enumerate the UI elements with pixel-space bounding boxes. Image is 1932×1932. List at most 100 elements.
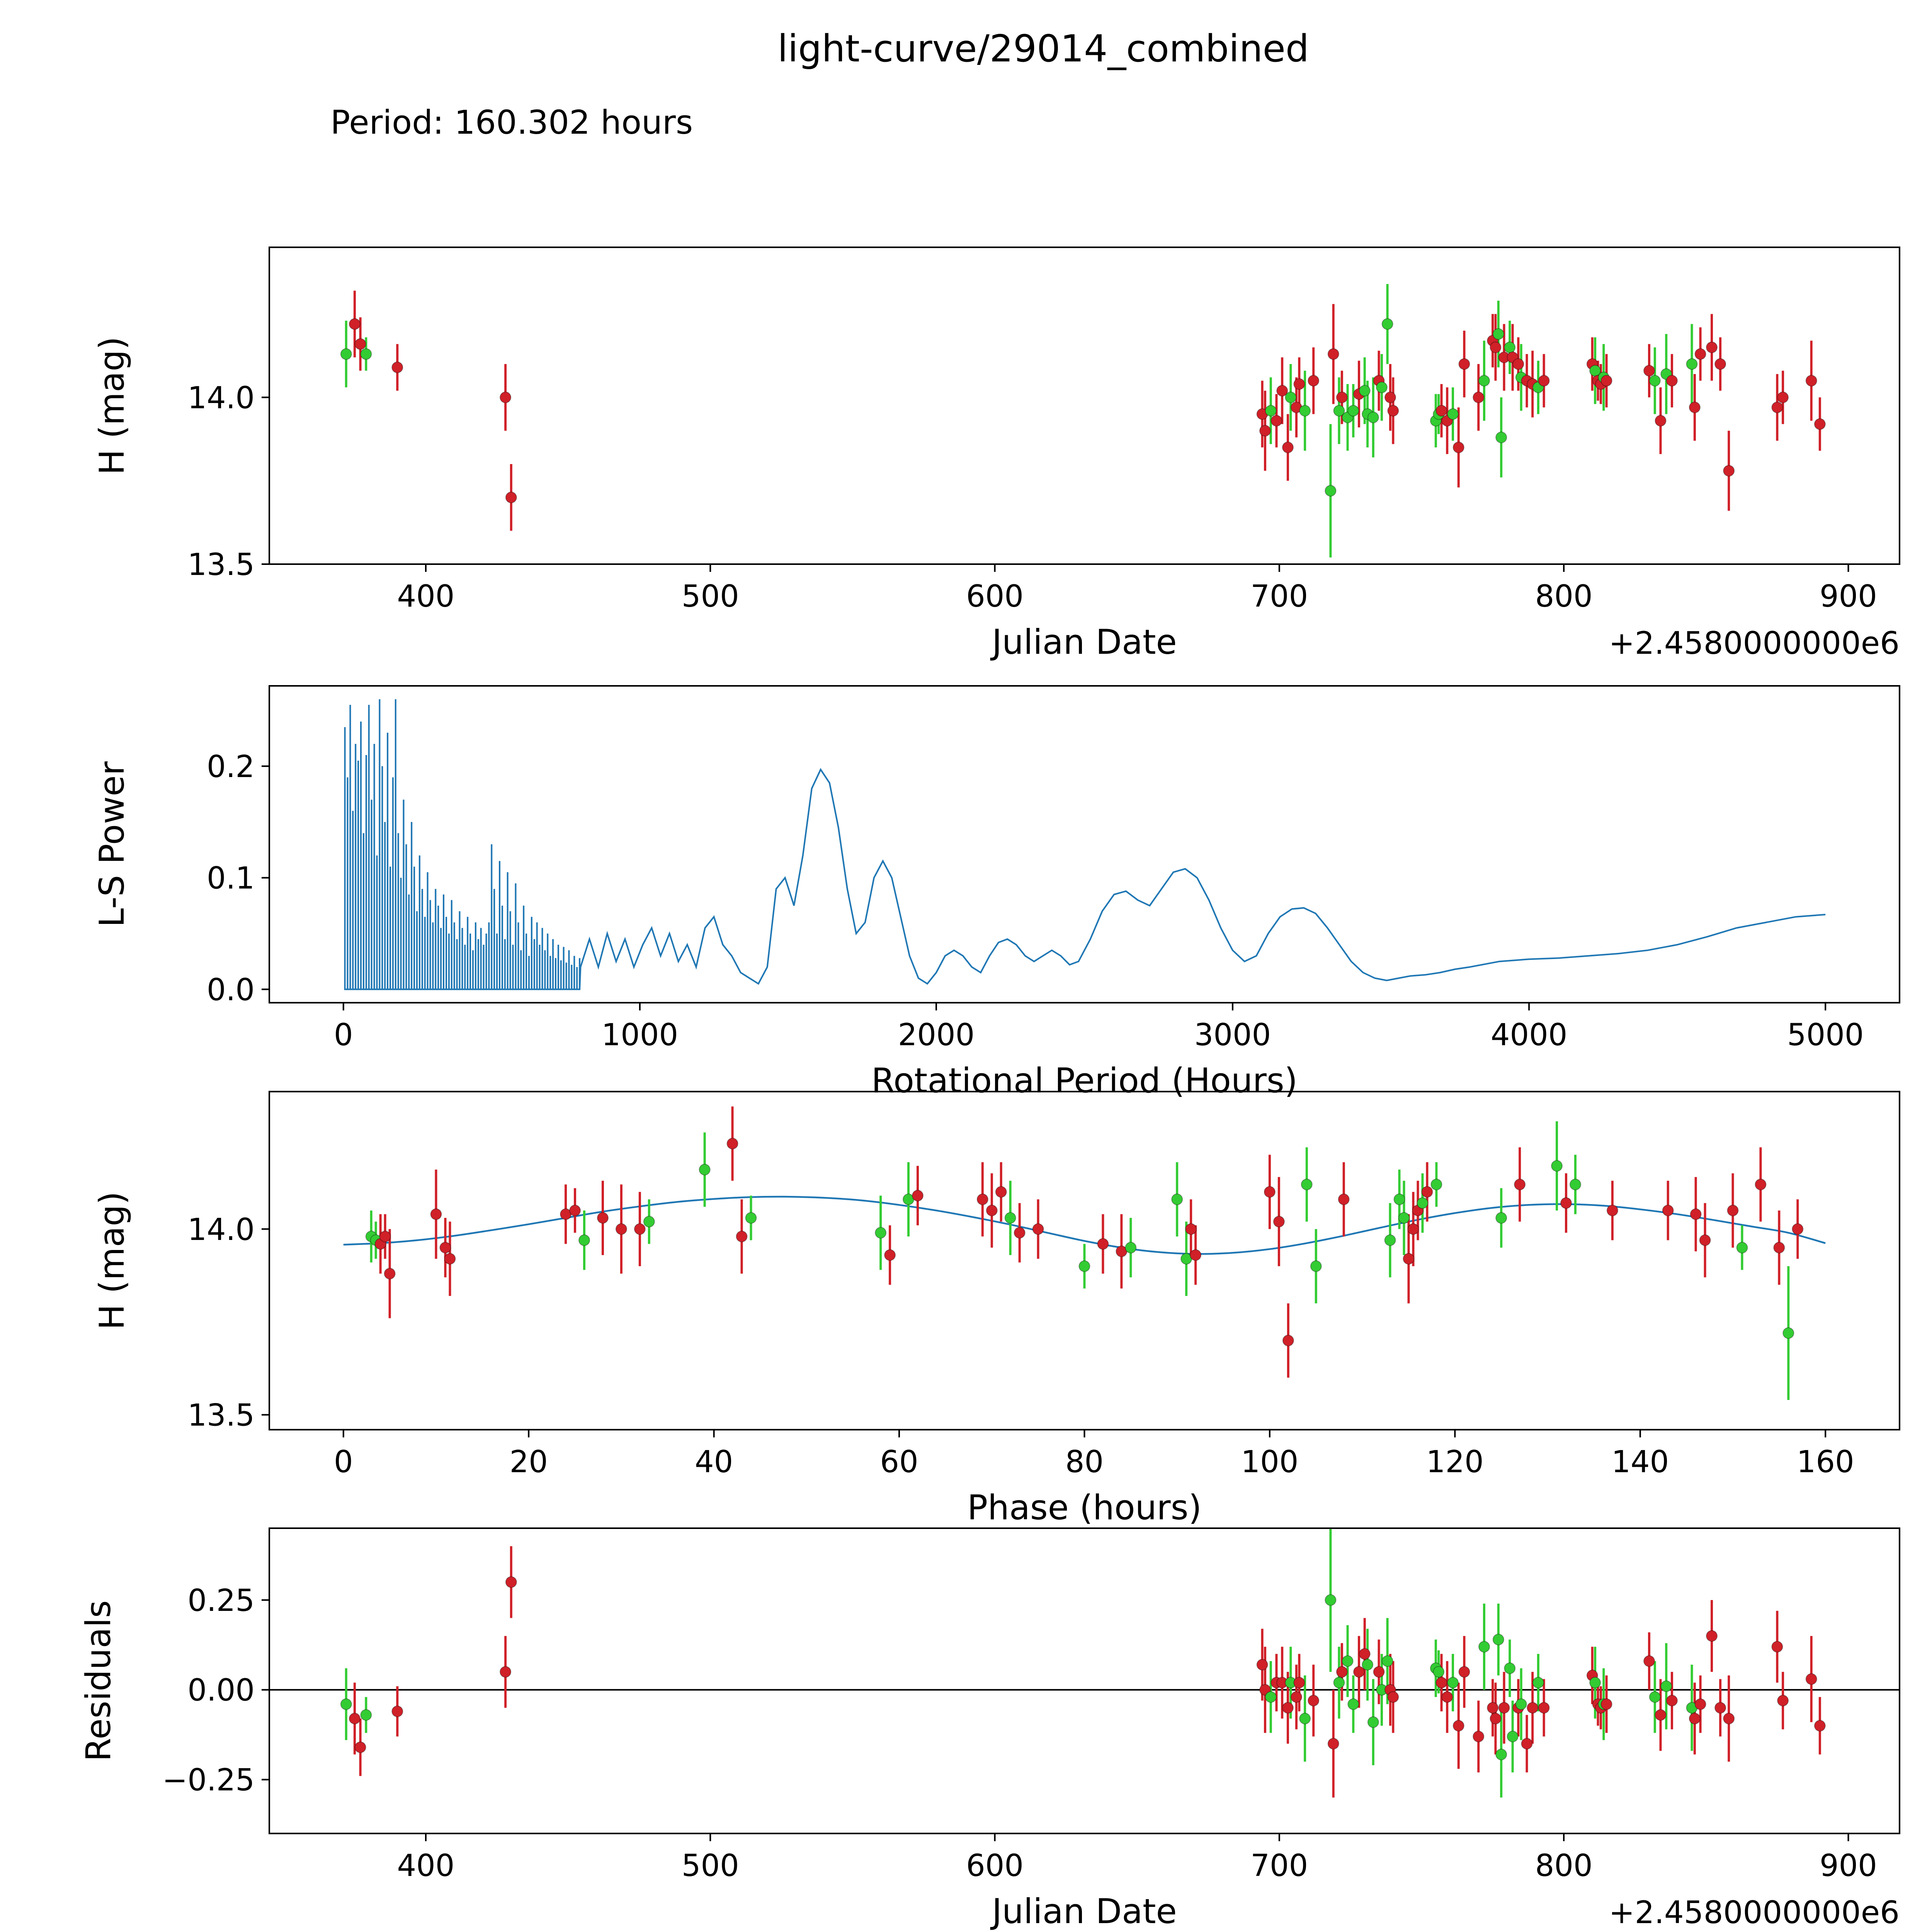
- axes-box: [269, 1527, 1900, 1834]
- data-point: [1727, 1204, 1739, 1216]
- data-point: [1805, 1673, 1817, 1685]
- periodogram-xlabel: Rotational Period (Hours): [871, 1061, 1298, 1100]
- data-point: [1771, 401, 1783, 413]
- x-tick-label: 800: [1535, 1849, 1593, 1883]
- data-point: [634, 1223, 646, 1235]
- data-point: [340, 1698, 352, 1710]
- data-point: [1327, 348, 1339, 360]
- x-tick-label: 400: [397, 1849, 455, 1883]
- data-point: [1327, 1738, 1339, 1750]
- data-point: [1538, 375, 1550, 387]
- x-tick-label: 100: [1241, 1445, 1298, 1480]
- periodogram-ylabel: L-S Power: [92, 761, 132, 927]
- data-point: [1299, 405, 1311, 417]
- data-point: [354, 1741, 366, 1753]
- data-point: [1078, 1260, 1090, 1272]
- data-point: [391, 1706, 403, 1717]
- data-point: [1777, 391, 1789, 403]
- data-point: [1293, 378, 1305, 390]
- data-point: [1359, 1648, 1371, 1660]
- data-point: [643, 1216, 655, 1228]
- data-point: [1560, 1197, 1572, 1209]
- data-point: [360, 348, 372, 360]
- periodogram-plot: 0 1000 2000 3000 4000 5000 0.0 0.1 0.2 Rotational…: [92, 685, 1900, 1100]
- data-point: [1689, 1713, 1701, 1725]
- data-point: [1805, 375, 1817, 387]
- data-point: [349, 1713, 361, 1725]
- data-point: [1532, 1677, 1544, 1689]
- data-point: [349, 318, 361, 330]
- data-point: [1755, 1179, 1767, 1190]
- data-point: [1495, 432, 1507, 443]
- x-tick-label: 400: [397, 579, 455, 614]
- x-tick-label: 700: [1250, 1849, 1308, 1883]
- data-point: [1771, 1641, 1783, 1653]
- phase-plot: 0 20 40 60 80 100 120 140 160 13.5 14.0 Phase (hour…: [92, 1091, 1900, 1527]
- x-tick-label: 0: [334, 1445, 353, 1480]
- data-point: [1699, 1234, 1711, 1246]
- data-point: [1694, 1698, 1706, 1710]
- x-tick-label: 900: [1820, 1849, 1877, 1883]
- data-point: [1782, 1327, 1794, 1339]
- data-point: [1666, 1695, 1678, 1707]
- data-point: [1643, 1655, 1655, 1667]
- data-point: [1792, 1223, 1804, 1235]
- data-point: [500, 391, 512, 403]
- data-point: [1723, 1713, 1735, 1725]
- data-point: [569, 1204, 581, 1216]
- x-tick-label: 160: [1797, 1445, 1854, 1480]
- axes-box: [269, 247, 1900, 565]
- x-tick-label: 2000: [898, 1018, 975, 1053]
- y-tick-label: 14.0: [187, 1213, 255, 1247]
- data-point: [1714, 1702, 1726, 1714]
- data-point: [505, 1576, 517, 1588]
- data-point: [439, 1242, 451, 1253]
- data-point: [1285, 391, 1297, 403]
- data-point: [1367, 412, 1379, 423]
- y-tick-label: 13.5: [187, 548, 255, 582]
- data-point: [1814, 418, 1826, 430]
- data-point: [1387, 405, 1399, 417]
- residuals-ylabel: Residuals: [78, 1600, 118, 1761]
- data-point: [1421, 1186, 1433, 1198]
- y-tick-label: 13.5: [187, 1398, 255, 1433]
- data-point: [1569, 1179, 1581, 1190]
- data-point: [1347, 405, 1359, 417]
- data-point: [1384, 1234, 1396, 1246]
- x-tick-label: 4000: [1491, 1018, 1568, 1053]
- figure-title: light-curve/29014_combined: [777, 27, 1309, 70]
- data-point: [1492, 328, 1504, 340]
- data-point: [1655, 415, 1667, 427]
- x-tick-label: 900: [1820, 579, 1877, 614]
- data-point: [1723, 465, 1735, 477]
- data-point: [976, 1193, 988, 1205]
- data-point: [1336, 1666, 1348, 1678]
- data-point: [1433, 1666, 1445, 1678]
- residuals-xlabel: Julian Date: [990, 1891, 1177, 1931]
- x-tick-label: 20: [510, 1445, 548, 1480]
- data-point: [1690, 1208, 1702, 1220]
- data-point: [1773, 1242, 1785, 1253]
- data-point: [1373, 1666, 1385, 1678]
- x-tick-label: 500: [682, 1849, 739, 1883]
- data-point: [1403, 1253, 1415, 1265]
- data-point: [500, 1666, 512, 1678]
- data-point: [1014, 1227, 1026, 1239]
- data-point: [1498, 1702, 1510, 1714]
- data-point: [1338, 1193, 1350, 1205]
- data-point: [726, 1138, 738, 1150]
- y-tick-label: 14.0: [187, 381, 255, 415]
- data-point: [360, 1709, 372, 1721]
- data-point: [1736, 1242, 1748, 1253]
- data-point: [1655, 1709, 1667, 1721]
- data-point: [1447, 1677, 1459, 1689]
- data-point: [1362, 1659, 1374, 1671]
- residuals-plot: 400 500 600 700 800 900 −0.25 0.00 0.25 Julian Da…: [78, 1527, 1900, 1931]
- lightcurve-plot: 400 500 600 700 800 900 13.5 14.0 Julian Date +2.…: [92, 247, 1900, 662]
- data-point: [384, 1268, 396, 1280]
- data-point: [1441, 1691, 1453, 1703]
- data-point: [1686, 358, 1698, 370]
- y-tick-label: 0.2: [207, 750, 255, 784]
- data-point: [884, 1249, 896, 1261]
- data-point: [1264, 1186, 1276, 1198]
